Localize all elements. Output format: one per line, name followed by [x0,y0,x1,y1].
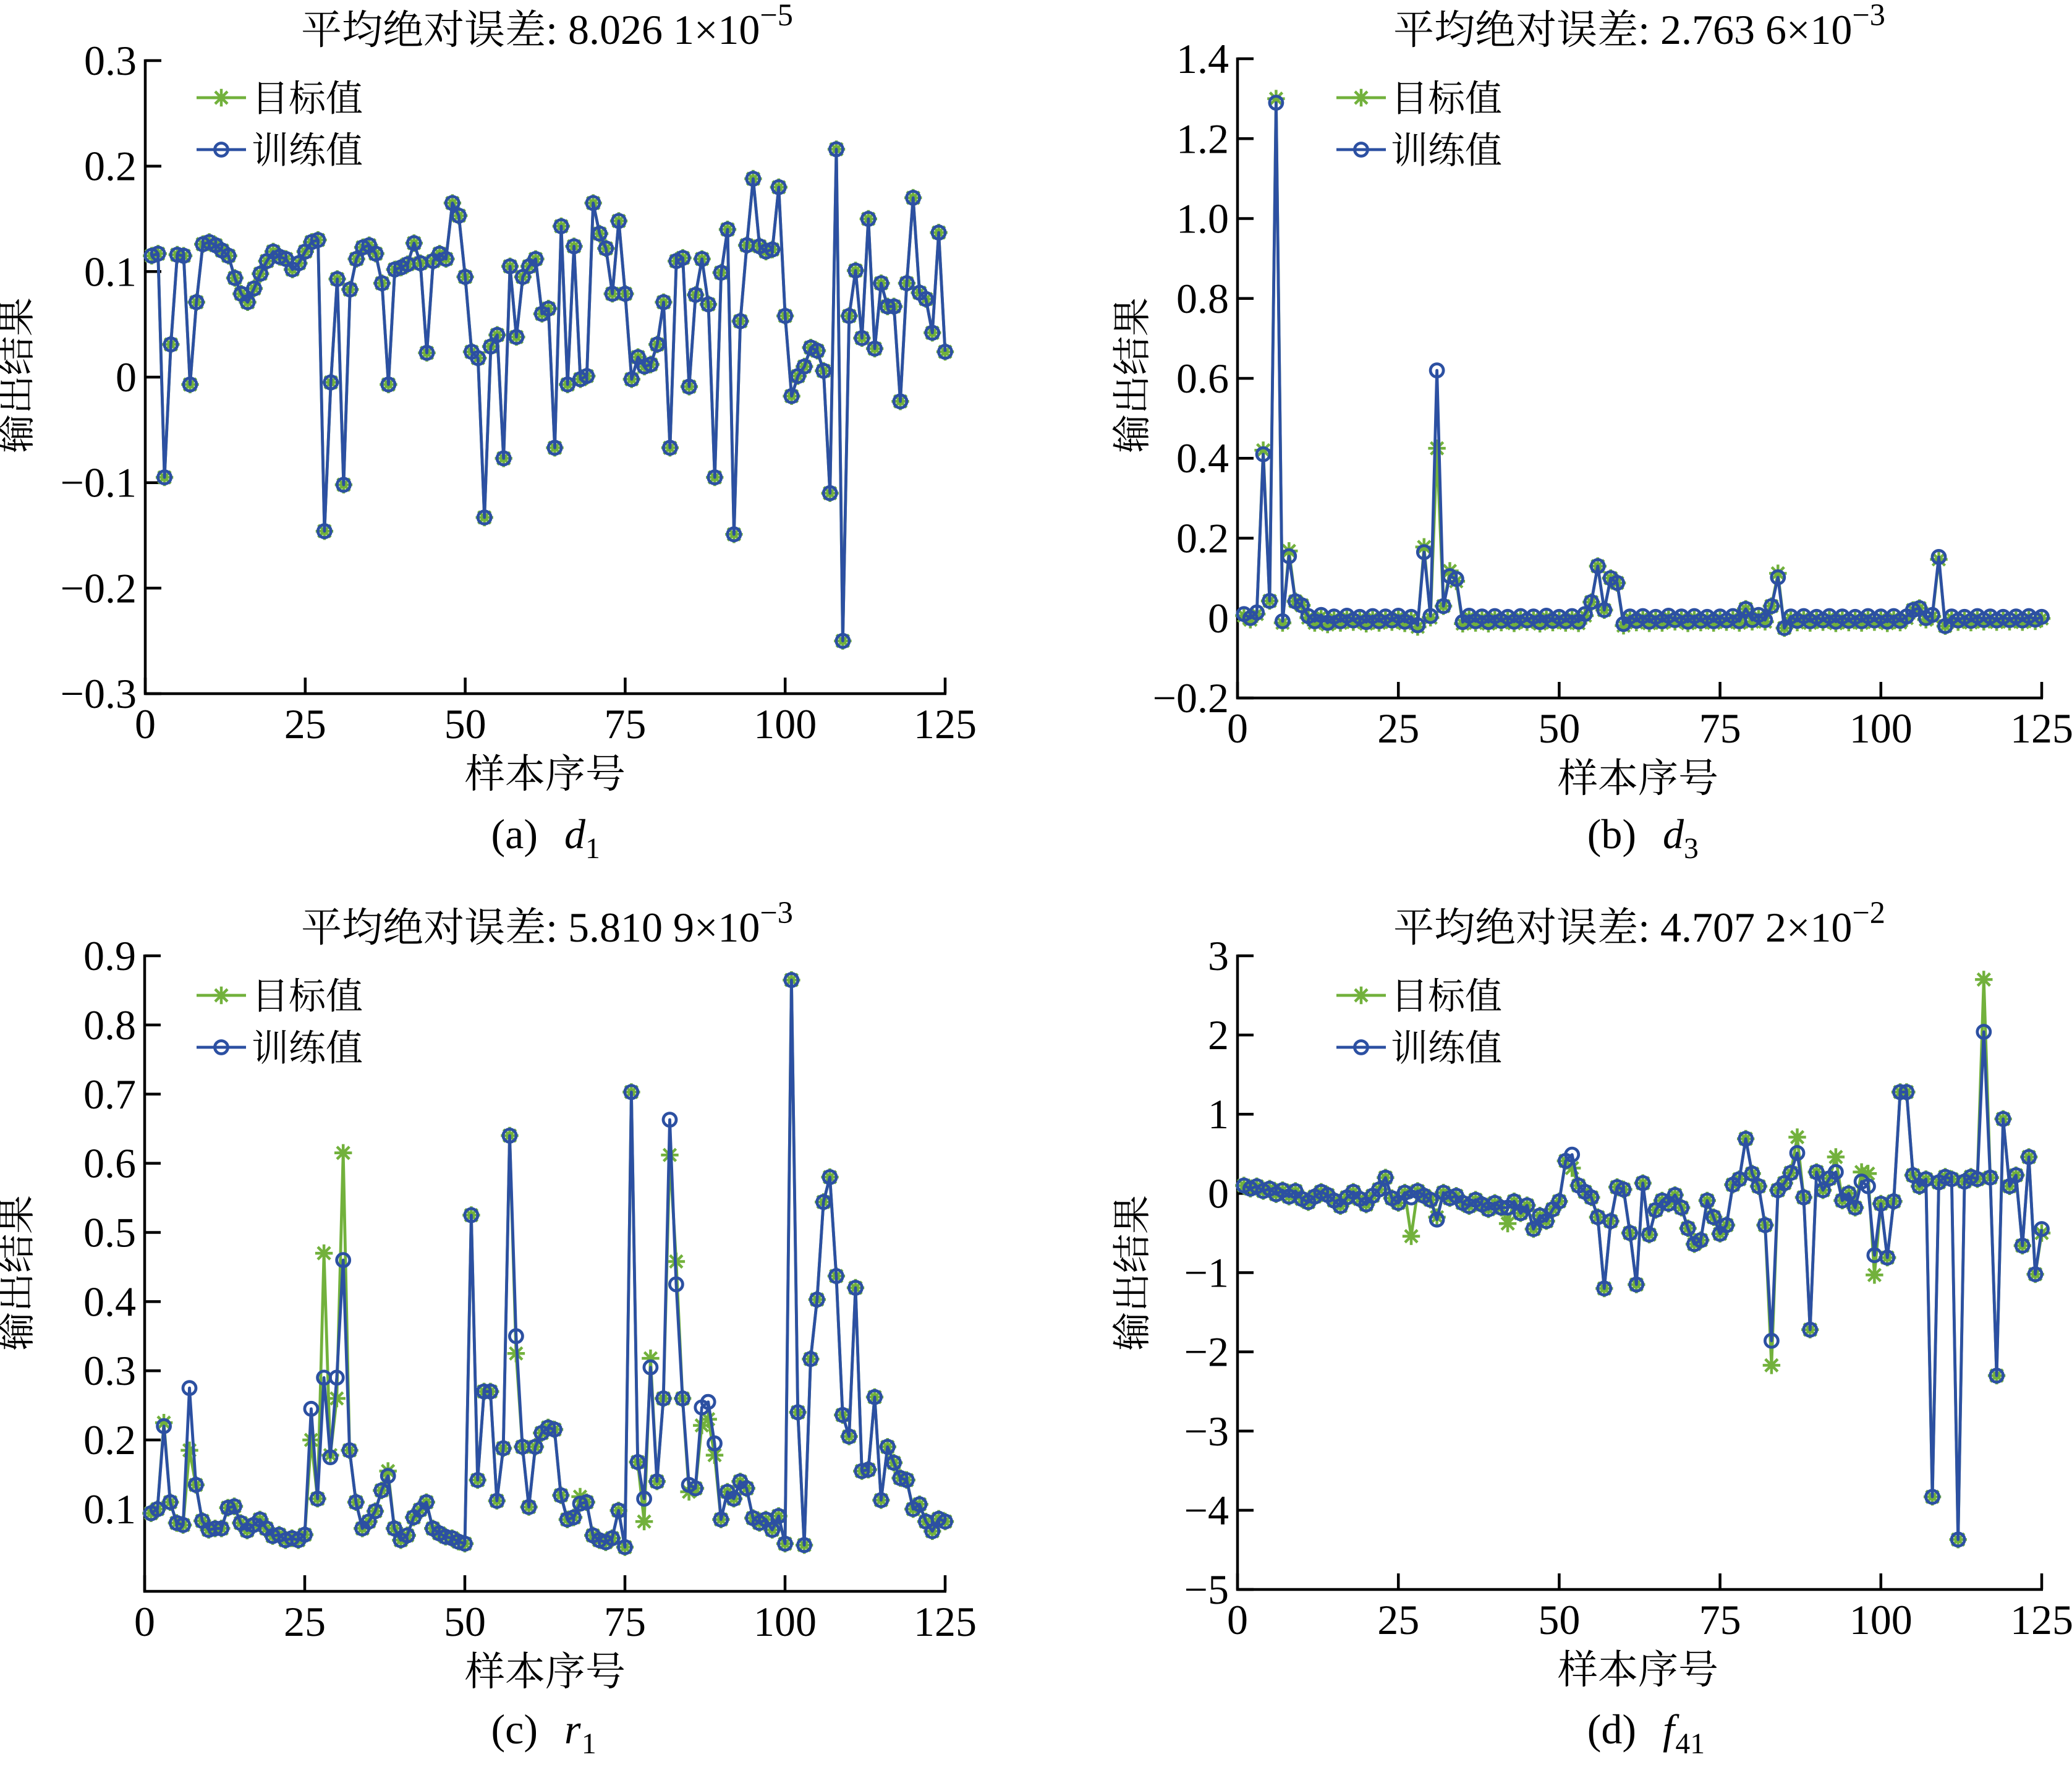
svg-text:2: 2 [1208,1011,1229,1058]
svg-text:0.9: 0.9 [83,932,136,979]
svg-text:1.4: 1.4 [1176,35,1229,82]
svg-text:1: 1 [1208,1091,1229,1138]
svg-text:0.8: 0.8 [1176,275,1229,322]
svg-text:75: 75 [1699,705,1741,752]
svg-text:1.0: 1.0 [1176,195,1229,242]
svg-text:(d): (d) [1587,1706,1636,1753]
svg-text:75: 75 [1699,1596,1741,1643]
svg-text:−0.1: −0.1 [61,459,137,506]
svg-text:0.3: 0.3 [84,37,137,84]
svg-text:0: 0 [135,700,156,747]
svg-text:50: 50 [1538,1596,1580,1643]
svg-text:−2: −2 [1184,1329,1229,1376]
svg-text:125: 125 [914,700,977,747]
svg-text:25: 25 [284,1598,326,1645]
svg-text:100: 100 [754,700,817,747]
svg-text:0: 0 [1227,1596,1248,1643]
svg-text:−3: −3 [1852,0,1885,32]
svg-text:50: 50 [444,1598,486,1645]
svg-text:0: 0 [1208,1170,1229,1217]
svg-text:: 5.810 9×10: : 5.810 9×10 [546,904,760,951]
svg-text:0.1: 0.1 [83,1486,136,1533]
svg-text:3: 3 [1208,932,1229,979]
svg-text:−4: −4 [1184,1487,1229,1534]
svg-text:75: 75 [604,700,646,747]
svg-text:1: 1 [585,833,600,865]
svg-text:−5: −5 [1184,1566,1229,1613]
svg-text:d: d [1663,811,1684,857]
svg-text:−3: −3 [1184,1408,1229,1455]
svg-text:0.2: 0.2 [83,1416,136,1463]
svg-text:−3: −3 [760,895,793,930]
svg-text:0.3: 0.3 [83,1347,136,1394]
svg-text:1: 1 [582,1728,597,1760]
svg-text:(c): (c) [491,1706,538,1753]
svg-text:−0.3: −0.3 [61,670,137,717]
svg-text:−2: −2 [1852,895,1885,930]
svg-text:d: d [564,811,586,857]
svg-text:50: 50 [1538,705,1580,752]
svg-text:25: 25 [1377,705,1419,752]
svg-text:0.1: 0.1 [84,248,137,295]
svg-text:75: 75 [604,1598,646,1645]
svg-text:0.2: 0.2 [1176,515,1229,562]
svg-text:0: 0 [134,1598,155,1645]
svg-text:0.6: 0.6 [83,1140,136,1187]
svg-text:−0.2: −0.2 [1153,674,1229,721]
svg-text:r: r [564,1706,581,1753]
svg-text:0: 0 [1227,705,1248,752]
svg-text:: 2.763 6×10: : 2.763 6×10 [1638,6,1852,53]
svg-text:−5: −5 [760,0,793,32]
svg-text:125: 125 [2010,705,2072,752]
svg-text:0.6: 0.6 [1176,355,1229,402]
svg-text:−0.2: −0.2 [61,564,137,611]
svg-text:0: 0 [1208,595,1229,642]
svg-text:: 4.707 2×10: : 4.707 2×10 [1638,904,1852,951]
svg-text:3: 3 [1684,833,1699,865]
svg-text:(b): (b) [1587,811,1636,857]
svg-text:0.7: 0.7 [83,1071,136,1118]
svg-text:0: 0 [116,354,137,401]
svg-text:0.5: 0.5 [83,1209,136,1256]
svg-text:125: 125 [2010,1596,2072,1643]
svg-text:(a): (a) [491,811,538,857]
svg-text:41: 41 [1675,1728,1705,1760]
svg-text:: 8.026 1×10: : 8.026 1×10 [546,6,760,53]
svg-text:100: 100 [1849,705,1913,752]
svg-text:−1: −1 [1184,1249,1229,1296]
svg-text:0.4: 0.4 [1176,435,1229,482]
svg-text:0.2: 0.2 [84,143,137,190]
svg-text:100: 100 [754,1598,817,1645]
svg-text:1.2: 1.2 [1176,115,1229,162]
svg-text:25: 25 [284,700,326,747]
svg-text:0.4: 0.4 [83,1278,136,1325]
svg-text:50: 50 [444,700,486,747]
svg-text:125: 125 [914,1598,977,1645]
svg-text:0.8: 0.8 [83,1002,136,1049]
svg-text:100: 100 [1849,1596,1913,1643]
svg-text:25: 25 [1377,1596,1419,1643]
